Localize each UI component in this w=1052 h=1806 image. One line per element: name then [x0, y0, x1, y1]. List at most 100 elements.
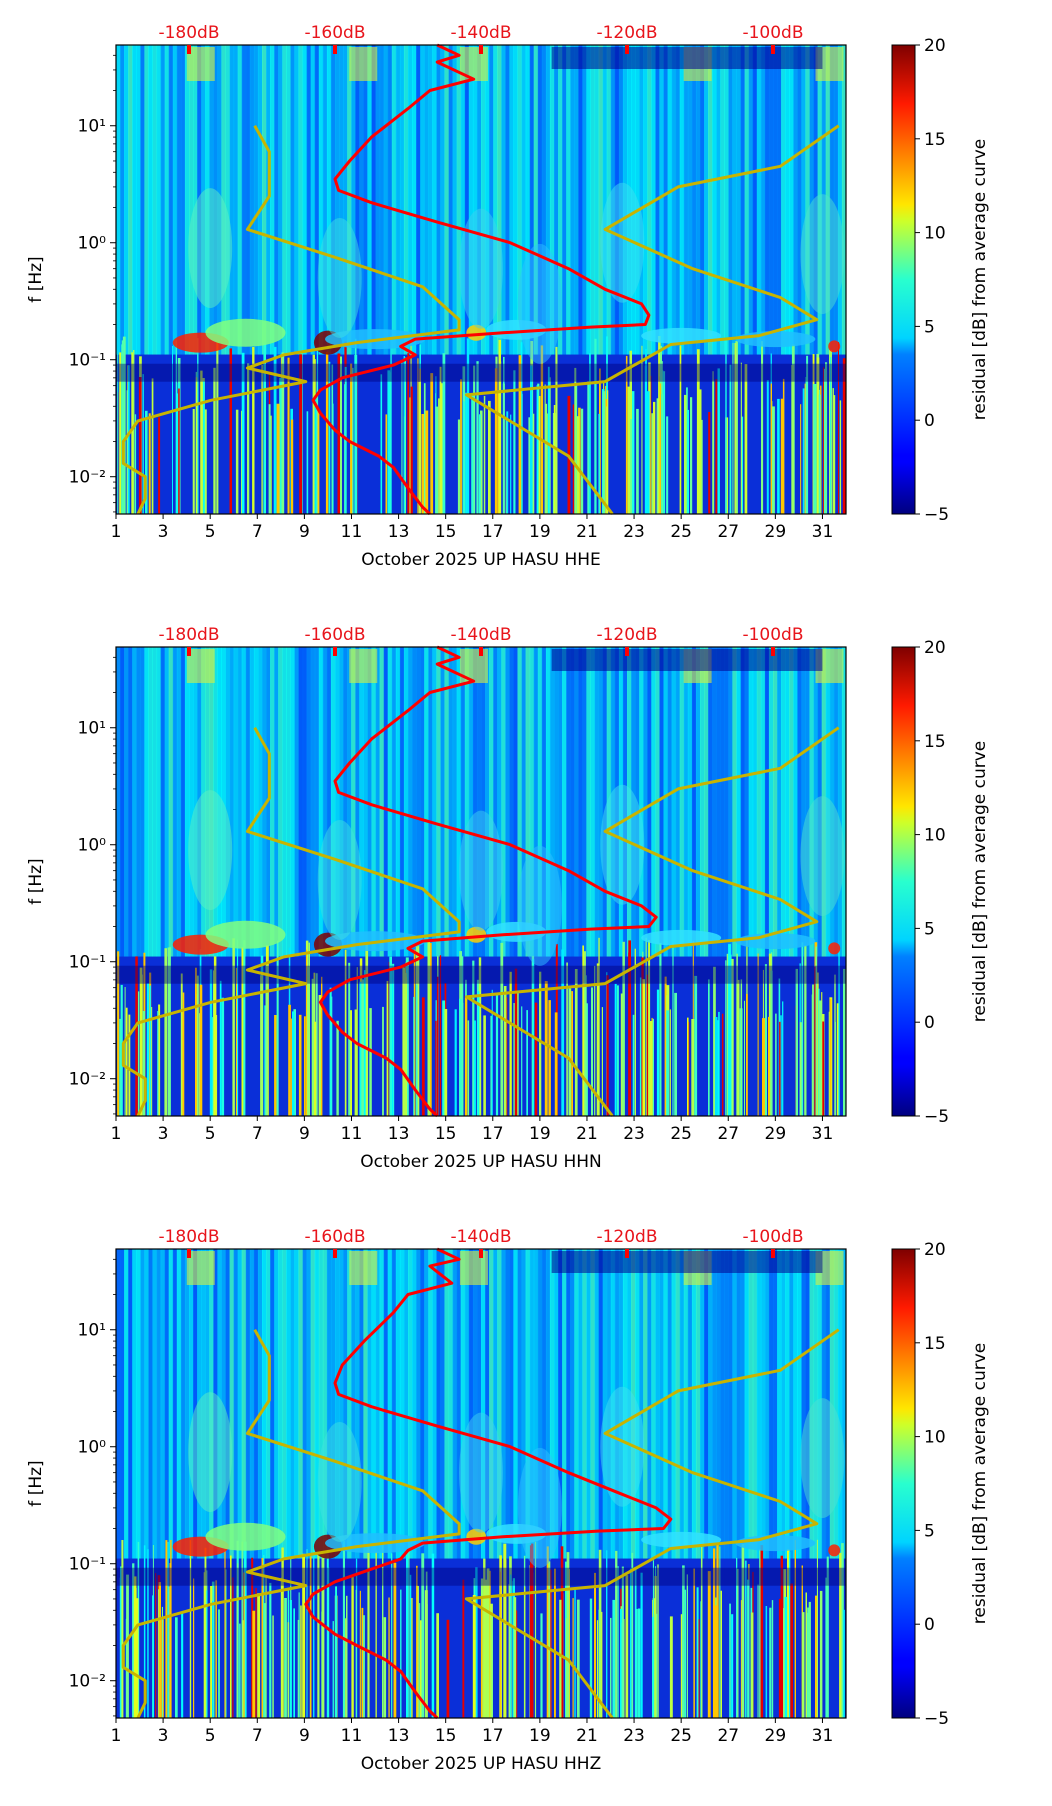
x-tick-label: 13: [388, 522, 410, 542]
heatmap-cell: [690, 397, 693, 514]
heatmap-cell: [339, 1249, 344, 1559]
heatmap-cell: [152, 1595, 154, 1718]
heatmap-cell: [257, 1249, 263, 1559]
heatmap-cell: [797, 45, 802, 355]
heatmap-cell: [278, 1249, 283, 1559]
heatmap-cell: [616, 985, 619, 1116]
heatmap-cell: [416, 45, 421, 355]
heatmap-cell: [785, 45, 790, 355]
heatmap-cell: [766, 380, 769, 514]
heatmap-cell: [531, 413, 535, 514]
heatmap-cell: [549, 45, 555, 355]
heatmap-cell: [829, 998, 832, 1116]
heatmap-cell: [356, 967, 358, 1116]
heatmap-cell: [566, 1249, 571, 1559]
heatmap-cell: [589, 1598, 593, 1718]
heatmap-cell: [780, 1015, 782, 1116]
heatmap-cell: [367, 45, 372, 355]
heatmap-cell: [180, 973, 183, 1116]
heatmap-cell: [349, 1251, 378, 1285]
heatmap-cell: [551, 47, 823, 69]
x-tick-label: 15: [435, 522, 457, 542]
heatmap-cell: [682, 1565, 685, 1718]
heatmap-cell: [816, 972, 819, 1116]
heatmap-cell: [540, 345, 544, 514]
heatmap-cell: [213, 956, 217, 1116]
heatmap-cell: [740, 1249, 746, 1559]
heatmap-cell: [237, 647, 243, 957]
heatmap-cell: [325, 351, 329, 514]
colorbar-label: residual [dB] from average curve: [970, 741, 990, 1022]
heatmap-cell: [307, 967, 310, 1116]
colorbar-tick-label: 20: [924, 36, 946, 56]
heatmap-cell: [351, 1577, 354, 1718]
top-db-tick: [333, 1249, 337, 1258]
heatmap-cell: [476, 361, 479, 514]
heatmap-cell: [728, 1249, 733, 1559]
heatmap-cell: [145, 410, 148, 514]
x-tick-label: 21: [576, 1124, 598, 1144]
heatmap-cell: [843, 1609, 845, 1718]
heatmap-cell: [729, 1603, 731, 1718]
heatmap-cell: [419, 1603, 421, 1718]
heatmap-cell: [444, 647, 450, 957]
heatmap-cell: [142, 1011, 146, 1116]
heatmap-cell: [659, 45, 664, 355]
heatmap-cell: [472, 45, 478, 355]
heatmap-cell: [576, 416, 580, 514]
heatmap-cell: [802, 388, 805, 514]
x-tick-label: 31: [812, 1124, 834, 1144]
heatmap-cell: [801, 942, 804, 1116]
heatmap-cell: [713, 966, 716, 1116]
spectrogram-heatmap: [116, 1249, 847, 1718]
heatmap-cell: [641, 327, 722, 344]
heatmap-cell: [371, 45, 377, 355]
heatmap-cell: [464, 45, 470, 355]
heatmap-cell: [617, 1566, 619, 1718]
heatmap-cell: [128, 1249, 133, 1559]
heatmap-cell: [273, 346, 277, 514]
colorbar: [891, 44, 916, 515]
heatmap-cell: [517, 647, 523, 957]
heatmap-cell: [466, 324, 487, 341]
heatmap-cell: [306, 45, 312, 355]
heatmap-cell: [335, 1249, 340, 1559]
heatmap-cell: [590, 45, 596, 355]
colorbar-tick-label: 10: [924, 826, 946, 846]
heatmap-cell: [314, 45, 320, 355]
heatmap-cell: [197, 338, 199, 514]
heatmap-cell: [816, 357, 820, 514]
heatmap-cell: [148, 647, 153, 957]
heatmap-cell: [695, 1249, 701, 1559]
heatmap-cell: [785, 647, 790, 957]
heatmap-cell: [420, 647, 425, 957]
heatmap-cell: [253, 45, 259, 355]
heatmap-cell: [748, 45, 754, 355]
heatmap-cell: [815, 1595, 817, 1718]
heatmap-cell: [136, 1598, 139, 1718]
heatmap-cell: [839, 400, 842, 514]
heatmap-cell: [544, 403, 548, 514]
heatmap-cell: [410, 386, 413, 514]
heatmap-cell: [764, 647, 770, 957]
heatmap-cell: [586, 1249, 591, 1559]
heatmap-cell: [768, 647, 774, 957]
heatmap-cell: [120, 984, 123, 1116]
heatmap-cell: [261, 1558, 264, 1718]
heatmap-cell: [479, 414, 482, 514]
heatmap-cell: [409, 1574, 412, 1718]
heatmap-cell: [156, 45, 162, 355]
heatmap-cell: [639, 977, 642, 1116]
heatmap-cell: [545, 647, 551, 957]
heatmap-cell: [773, 1249, 778, 1559]
heatmap-cell: [263, 1555, 265, 1718]
heatmap-cell: [675, 1249, 681, 1559]
heatmap-cell: [466, 338, 470, 514]
heatmap-cell: [142, 374, 144, 514]
heatmap-cell: [533, 647, 539, 957]
heatmap-cell: [265, 965, 268, 1116]
y-tick-label: 10⁻²: [69, 1070, 106, 1090]
heatmap-cell: [205, 318, 286, 347]
heatmap-cell: [202, 381, 205, 514]
